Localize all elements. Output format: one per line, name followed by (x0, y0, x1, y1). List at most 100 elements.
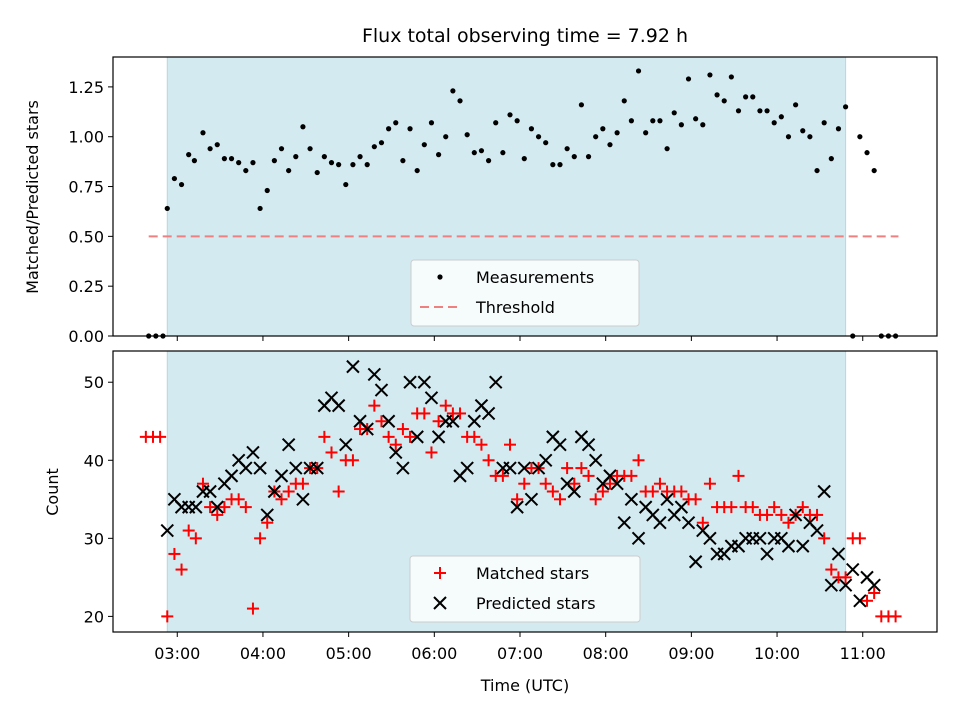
measurement-point (443, 134, 449, 140)
x-tick-label: 05:00 (326, 644, 372, 663)
matched-star-point (746, 501, 759, 514)
measurement-point (585, 154, 592, 160)
measurement-point (500, 150, 506, 156)
predicted-star-d2 (274, 469, 289, 483)
measurement-point (228, 156, 235, 162)
measurement-point (521, 156, 527, 162)
matched-star-point (811, 508, 824, 521)
measurement-point (528, 126, 535, 132)
predicted-star-point (610, 476, 624, 491)
predicted-star-d2 (546, 430, 560, 444)
predicted-star-d2 (417, 375, 432, 389)
measurement-point (593, 134, 599, 140)
predicted-star-point (524, 492, 539, 507)
matched-star-point (189, 532, 202, 545)
measurement-point (321, 154, 327, 160)
matched-star-point (853, 532, 866, 545)
predicted-star-d2 (381, 414, 396, 428)
matched-star-point (561, 462, 574, 475)
predicted-star-point (753, 531, 767, 546)
measurement-point (671, 110, 677, 116)
measurement-point (250, 160, 256, 166)
matched-star-point (418, 407, 431, 420)
predicted-star-d2 (481, 406, 496, 421)
matched-star-point (275, 493, 288, 506)
predicted-star-point (631, 531, 646, 546)
predicted-star-d2 (846, 562, 860, 577)
predicted-star-d2 (681, 516, 696, 530)
matched-star-point (161, 610, 174, 623)
measurement-point (635, 68, 642, 74)
predicted-star-point (703, 531, 717, 546)
measurement-point (507, 112, 513, 118)
measurement-point (243, 167, 249, 174)
predicted-star-d2 (774, 531, 789, 546)
measurement-point (750, 94, 756, 100)
chart-title: Flux total observing time = 7.92 h (362, 25, 688, 47)
measurement-point (643, 130, 649, 136)
predicted-star-d2 (753, 531, 767, 546)
y-tick-label: 0.25 (68, 277, 104, 296)
matched-star-point (346, 454, 359, 467)
measurement-point (721, 98, 727, 104)
predicted-star-point (796, 539, 810, 553)
predicted-star-d2 (581, 437, 596, 452)
predicted-star-point (431, 430, 446, 444)
measurement-point (485, 158, 492, 164)
measurement-point (414, 167, 420, 174)
predicted-star-d2 (853, 594, 867, 608)
predicted-star-point (410, 430, 424, 444)
predicted-star-d2 (331, 398, 346, 413)
y-tick-label: 50 (84, 373, 104, 392)
measurement-point (600, 126, 606, 132)
predicted-star-d2 (560, 476, 574, 491)
predicted-star-point (467, 414, 482, 428)
matched-star-point (539, 477, 552, 490)
y-tick-label: 0.75 (68, 178, 104, 197)
predicted-star-point (503, 461, 517, 475)
predicted-star-d2 (646, 508, 660, 522)
predicted-star-point (624, 492, 639, 507)
matched-star-point (382, 430, 395, 443)
x-axis-label: Time (UTC) (480, 676, 569, 695)
predicted-star-point (267, 484, 282, 499)
matched-star-point (196, 477, 209, 490)
predicted-star-d2 (674, 500, 689, 514)
predicted-star-d2 (446, 414, 460, 428)
predicted-star-d2 (253, 461, 267, 475)
predicted-star-point (510, 500, 524, 514)
matched-star-point (318, 430, 331, 443)
measurement-point (785, 134, 792, 140)
top-axes-frame (112, 56, 938, 337)
matched-star-point (553, 493, 566, 506)
measurement-point (735, 108, 742, 114)
x-tick-label: 06:00 (411, 644, 457, 663)
measurement-point (728, 74, 734, 80)
predicted-star-point (760, 547, 774, 561)
measurement-point (807, 134, 813, 140)
predicted-star-point (681, 516, 696, 530)
predicted-star-d2 (324, 391, 339, 405)
matched-star-point (218, 501, 231, 514)
measurement-point (328, 160, 335, 166)
matched-star-point (625, 469, 638, 482)
predicted-star-d2 (403, 375, 417, 389)
predicted-star-d2 (610, 476, 624, 491)
matched-star-point (425, 446, 438, 459)
measurement-point (164, 205, 170, 212)
measurement-point (564, 146, 570, 152)
x-tick-label: 10:00 (754, 644, 800, 663)
predicted-star-d2 (431, 430, 446, 444)
predicted-star-d2 (831, 547, 846, 561)
predicted-star-point (246, 445, 260, 460)
measurement-point (293, 154, 299, 160)
matched-star-point (296, 477, 309, 490)
predicted-star-point (688, 555, 703, 569)
predicted-star-point (403, 375, 417, 389)
matched-star-point (404, 430, 417, 443)
matched-star-point (154, 430, 167, 443)
predicted-star-d2 (353, 414, 367, 428)
legend-threshold-label: Threshold (475, 298, 555, 317)
predicted-star-point (867, 578, 881, 592)
measurement-point (236, 160, 242, 166)
